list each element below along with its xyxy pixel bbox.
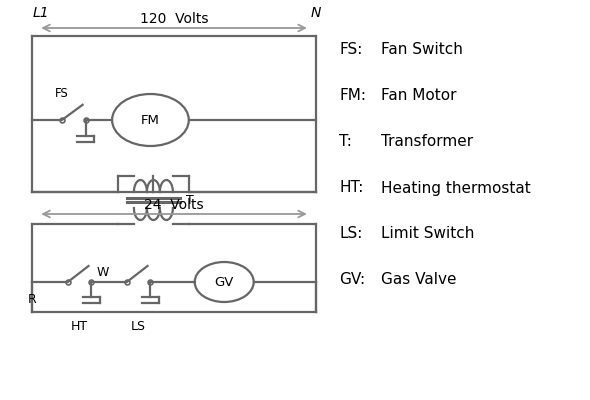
Text: FM:: FM: bbox=[339, 88, 366, 104]
Text: HT: HT bbox=[71, 320, 88, 333]
Text: Heating thermostat: Heating thermostat bbox=[381, 180, 530, 196]
Text: LS:: LS: bbox=[339, 226, 363, 242]
Text: N: N bbox=[310, 6, 321, 20]
Text: HT:: HT: bbox=[339, 180, 363, 196]
Text: Limit Switch: Limit Switch bbox=[381, 226, 474, 242]
Text: FS: FS bbox=[55, 87, 69, 100]
Text: L1: L1 bbox=[32, 6, 49, 20]
Text: FS:: FS: bbox=[339, 42, 363, 58]
Text: 120  Volts: 120 Volts bbox=[140, 12, 208, 26]
Text: Gas Valve: Gas Valve bbox=[381, 272, 456, 288]
Text: FM: FM bbox=[141, 114, 160, 126]
Text: R: R bbox=[28, 293, 37, 306]
Text: W: W bbox=[96, 266, 109, 279]
Text: 24  Volts: 24 Volts bbox=[144, 198, 204, 212]
Text: T: T bbox=[186, 194, 194, 206]
Text: Transformer: Transformer bbox=[381, 134, 473, 150]
Text: Fan Switch: Fan Switch bbox=[381, 42, 463, 58]
Text: GV: GV bbox=[215, 276, 234, 288]
Text: T:: T: bbox=[339, 134, 352, 150]
Text: GV:: GV: bbox=[339, 272, 365, 288]
Text: LS: LS bbox=[131, 320, 146, 333]
Text: Fan Motor: Fan Motor bbox=[381, 88, 456, 104]
